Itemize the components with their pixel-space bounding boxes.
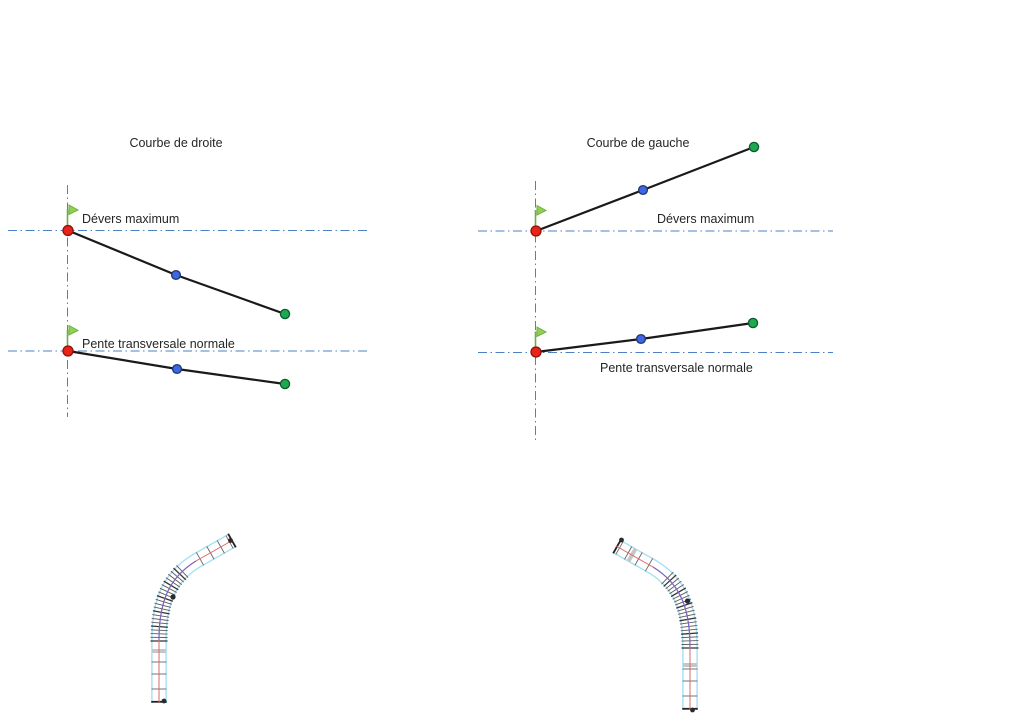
grip-point-start[interactable]: [530, 225, 542, 237]
grip-point-end[interactable]: [747, 317, 759, 329]
grip-point-middle[interactable]: [637, 184, 649, 196]
road-curve-centerline: [652, 566, 691, 648]
panel-title-right-curve: Courbe de droite: [129, 136, 223, 150]
station-marker: [161, 698, 167, 704]
grip-point-start[interactable]: [62, 224, 74, 237]
grip-point-middle[interactable]: [635, 333, 647, 345]
road-plan-left-curve: [612, 537, 699, 713]
road-plan-right-curve: [150, 533, 237, 704]
road-surface: [612, 540, 697, 710]
station-marker: [228, 538, 233, 543]
label-pente-normale: Pente transversale normale: [82, 337, 235, 351]
label-pente-normale: Pente transversale normale: [600, 361, 753, 375]
station-marker: [690, 707, 695, 713]
station-marker: [619, 537, 624, 543]
start-flag-icon[interactable]: [68, 324, 80, 336]
label-devers-maximum: Dévers maximum: [657, 212, 755, 226]
label-devers-maximum: Dévers maximum: [82, 212, 180, 226]
grip-point-start[interactable]: [530, 346, 542, 358]
grip-point-end[interactable]: [279, 378, 291, 390]
station-marker: [170, 594, 176, 600]
station-marker: [684, 598, 691, 604]
grip-point-middle[interactable]: [170, 269, 182, 281]
grip-point-end[interactable]: [279, 308, 291, 320]
road-surface: [152, 534, 237, 703]
grip-point-start[interactable]: [62, 345, 74, 357]
road-curve-centerline: [158, 560, 197, 641]
start-flag-icon[interactable]: [536, 204, 548, 216]
start-flag-icon[interactable]: [536, 326, 548, 338]
start-flag-icon[interactable]: [68, 204, 80, 216]
grip-point-end[interactable]: [748, 141, 760, 153]
panel-title-left-curve: Courbe de gauche: [586, 136, 690, 150]
grip-point-middle[interactable]: [171, 363, 183, 375]
